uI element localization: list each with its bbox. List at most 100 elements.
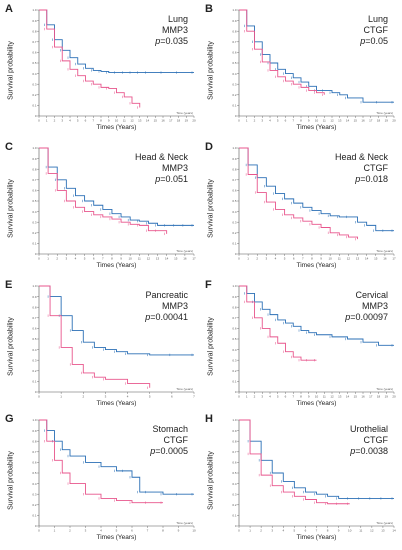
- x-tick-label: 8: [300, 395, 302, 399]
- time-tag: Time (years): [376, 111, 393, 115]
- x-tick-label: 10: [315, 119, 319, 123]
- x-tick-label: 14: [392, 529, 396, 533]
- p-value: p=0.018: [335, 174, 388, 185]
- plot-area: 0 0.1 0.2 0.3 0.4 0.5 0.6 0.7 0.8 0.9 1.0 0 1 2 3 4 5 6 7 8…: [232, 282, 398, 398]
- y-axis-label: Survival probability: [207, 451, 215, 510]
- survival-curve-high: [39, 9, 194, 73]
- y-tick-label: 0.5: [232, 199, 237, 203]
- x-tick-label: 6: [285, 119, 287, 123]
- y-tick-label: 0.7: [32, 40, 37, 44]
- x-axis-label: Times (Years): [296, 400, 337, 407]
- panel-letter: H: [205, 413, 213, 425]
- x-tick-label: 8: [327, 529, 329, 533]
- x-tick-label: 12: [130, 119, 134, 123]
- x-tick-label: 16: [383, 257, 387, 261]
- y-tick-label: 0.8: [32, 29, 37, 33]
- y-tick-label: 0.7: [32, 316, 37, 320]
- y-tick-label: 0: [35, 524, 37, 528]
- cancer-type: Lung: [167, 14, 188, 24]
- y-tick-label: 0.1: [232, 514, 237, 518]
- x-tick-label: 16: [361, 119, 365, 123]
- x-tick-label: 9: [308, 119, 310, 123]
- survival-curve-low: [239, 419, 350, 505]
- p-value: p=0.035: [155, 36, 188, 47]
- panel-letter: G: [5, 413, 14, 425]
- y-tick-label: 0.3: [32, 220, 37, 224]
- x-axis-label: Times (Years): [296, 534, 337, 541]
- y-axis-label: Survival probability: [207, 41, 215, 100]
- time-tag: Time (years): [376, 387, 393, 391]
- p-value-number: =0.018: [360, 174, 388, 184]
- y-tick-label: 0.3: [32, 358, 37, 362]
- cancer-type: Cervical: [355, 290, 388, 300]
- p-value: p=0.00097: [345, 312, 388, 323]
- p-symbol: p: [145, 312, 151, 322]
- x-tick-label: 16: [361, 395, 365, 399]
- x-tick-label: 9: [338, 529, 340, 533]
- plot-area: 0 0.1 0.2 0.3 0.4 0.5 0.6 0.7 0.8 0.9 1.0 0 1 2 3 4 5 6 7 8…: [232, 144, 398, 260]
- p-value: p=0.0005: [150, 446, 188, 457]
- survival-curve-low: [239, 147, 358, 240]
- x-tick-label: 3: [271, 529, 273, 533]
- x-tick-label: 8: [100, 119, 102, 123]
- p-symbol: p: [360, 36, 366, 46]
- y-tick-label: 0.1: [32, 380, 37, 384]
- km-plot-svg: 00.10.20.30.40.50.60.70.80.91.00 1 2 3 4 5 6 7 8…: [232, 8, 396, 122]
- x-tick-label: 0: [38, 257, 40, 261]
- x-tick-label: 3: [61, 119, 63, 123]
- x-tick-label: 4: [69, 119, 71, 123]
- x-tick-label: 18: [377, 395, 381, 399]
- y-axis-label: Survival probability: [7, 317, 15, 376]
- y-tick-label: 0.2: [232, 369, 237, 373]
- x-tick-label: 20: [392, 395, 396, 399]
- panel-letter: F: [205, 279, 212, 291]
- y-tick-label: 0.2: [32, 93, 37, 97]
- km-plot-svg: 00.10.20.30.40.50.60.70.80.91.00 1 2 3 4 5 6 7 8…: [232, 418, 396, 532]
- x-tick-label: 6: [85, 119, 87, 123]
- km-panel-b: B Survival probability Times (Years) 0 0.1 0.…: [205, 3, 400, 137]
- y-tick-label: 0.9: [232, 19, 237, 23]
- time-tag: Time (years): [176, 387, 193, 391]
- y-tick-label: 0.3: [232, 492, 237, 496]
- y-tick-label: 0.1: [32, 514, 37, 518]
- gene-name: CTGF: [363, 163, 389, 173]
- panel-letter: C: [5, 141, 13, 153]
- y-tick-label: 0.4: [232, 482, 237, 486]
- x-tick-label: 13: [381, 529, 385, 533]
- x-tick-label: 13: [356, 257, 360, 261]
- y-tick-label: 1.0: [232, 284, 237, 288]
- x-tick-label: 7: [292, 119, 294, 123]
- cancer-type: Lung: [367, 14, 388, 24]
- x-tick-label: 17: [392, 257, 396, 261]
- cancer-type: Urothelial: [349, 424, 388, 434]
- y-tick-label: 0.5: [32, 199, 37, 203]
- y-tick-label: 0.6: [232, 461, 237, 465]
- x-tick-label: 11: [323, 395, 326, 399]
- y-tick-label: 1.0: [32, 418, 37, 422]
- x-tick-label: 1: [246, 395, 248, 399]
- panel-annotation: Lung MMP3 p=0.035: [155, 14, 188, 47]
- x-tick-label: 19: [385, 395, 389, 399]
- y-tick-label: 0.5: [32, 471, 37, 475]
- km-plot-svg: 00.10.20.30.40.50.60.70.80.91.00 1 2 3 4 5 6 7 8…: [32, 146, 196, 260]
- y-tick-label: 0.7: [232, 450, 237, 454]
- x-axis-label: Times (Years): [96, 262, 137, 269]
- y-tick-label: 0.9: [32, 157, 37, 161]
- x-axis-label: Times (Years): [296, 124, 337, 131]
- y-tick-label: 0: [235, 252, 237, 256]
- y-tick-label: 0.2: [232, 503, 237, 507]
- y-tick-label: 0.4: [32, 348, 37, 352]
- y-tick-label: 1.0: [232, 418, 237, 422]
- y-tick-label: 0.8: [232, 29, 237, 33]
- y-tick-label: 0.2: [32, 231, 37, 235]
- survival-curve-low: [39, 147, 168, 234]
- x-tick-label: 1: [46, 119, 48, 123]
- p-value: p=0.051: [135, 174, 188, 185]
- y-axis-label: Survival probability: [7, 41, 15, 100]
- y-tick-label: 0.5: [232, 337, 237, 341]
- p-value-number: =0.0005: [155, 446, 188, 456]
- x-tick-label: 6: [293, 257, 295, 261]
- x-tick-label: 9: [308, 395, 310, 399]
- x-tick-label: 5: [84, 257, 86, 261]
- y-tick-label: 0.8: [232, 439, 237, 443]
